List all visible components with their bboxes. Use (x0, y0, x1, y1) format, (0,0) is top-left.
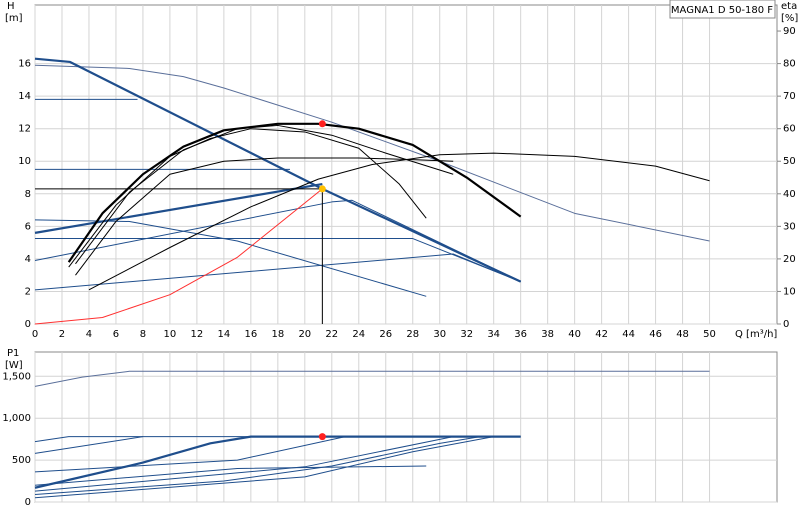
y2-tick-label: 40 (783, 189, 796, 200)
operating-point (318, 120, 326, 128)
x-tick-label: 32 (460, 329, 473, 340)
plot-area (34, 351, 778, 503)
x-tick-label: 0 (32, 329, 38, 340)
x-tick-label: 2 (59, 329, 65, 340)
y-tick-label: 8 (25, 189, 31, 200)
y-tick-label: 16 (18, 59, 31, 70)
y2-tick-label: 80 (783, 59, 796, 70)
x-tick-label: 46 (649, 329, 662, 340)
operating-point (318, 185, 326, 193)
plot-area (34, 4, 778, 325)
operating-point (318, 433, 326, 441)
y2-tick-label: 30 (783, 221, 796, 232)
x-tick-label: 28 (406, 329, 419, 340)
y2-tick-label: 0 (783, 319, 789, 330)
curve (34, 253, 521, 291)
y-tick-label: 12 (18, 124, 31, 135)
y-tick-label: 500 (12, 455, 31, 466)
y-tick-label: 10 (18, 156, 31, 167)
x-tick-label: 44 (622, 329, 635, 340)
curve (34, 465, 427, 486)
x-tick-label: 38 (541, 329, 554, 340)
y-axis-unit: [W] (5, 360, 23, 371)
x-tick-label: 48 (676, 329, 689, 340)
curve (34, 57, 522, 283)
y-tick-label: 4 (25, 254, 31, 265)
y-axis-unit: [m] (5, 13, 23, 24)
y-axis-label: H (7, 1, 15, 12)
x-tick-label: 22 (325, 329, 338, 340)
x-tick-label: 36 (514, 329, 527, 340)
curve (67, 122, 522, 263)
title-box (669, 0, 776, 19)
x-axis-label: Q [m³/h] (735, 329, 777, 340)
y-tick-label: 0 (25, 319, 31, 330)
chart-title: MAGNA1 D 50-180 F (671, 5, 773, 16)
curve (34, 370, 710, 387)
x-tick-label: 4 (86, 329, 92, 340)
x-tick-label: 16 (244, 329, 257, 340)
y-tick-label: 0 (25, 497, 31, 508)
y2-tick-label: 50 (783, 156, 796, 167)
y2-axis-unit: [%] (781, 13, 798, 24)
y2-tick-label: 60 (783, 124, 796, 135)
x-tick-label: 26 (379, 329, 392, 340)
curve (34, 436, 481, 495)
y-tick-label: 14 (18, 91, 31, 102)
curve (34, 182, 323, 234)
y2-tick-label: 20 (783, 254, 796, 265)
x-tick-label: 14 (218, 329, 231, 340)
y2-tick-label: 10 (783, 286, 796, 297)
x-tick-label: 20 (298, 329, 311, 340)
x-tick-label: 30 (433, 329, 446, 340)
y-tick-label: 6 (25, 221, 31, 232)
x-tick-label: 42 (595, 329, 608, 340)
curve (34, 436, 144, 454)
curve (34, 188, 323, 325)
curve (34, 436, 494, 499)
y-tick-label: 1,000 (2, 413, 31, 424)
x-tick-label: 24 (352, 329, 365, 340)
y-tick-label: 1,500 (2, 371, 31, 382)
curve (34, 436, 521, 443)
x-tick-label: 12 (191, 329, 204, 340)
x-tick-label: 34 (487, 329, 500, 340)
x-tick-label: 50 (703, 329, 716, 340)
x-tick-label: 10 (164, 329, 177, 340)
curve (34, 436, 346, 473)
x-tick-label: 6 (113, 329, 119, 340)
y-axis-label: P1 (7, 348, 19, 359)
x-tick-label: 40 (568, 329, 581, 340)
curve (75, 157, 454, 276)
y2-tick-label: 70 (783, 91, 796, 102)
y2-tick-label: 90 (783, 26, 796, 37)
y2-axis-label: eta (781, 1, 797, 12)
x-tick-label: 8 (140, 329, 146, 340)
curve (34, 199, 521, 283)
curve (34, 436, 454, 492)
x-tick-label: 18 (271, 329, 284, 340)
y-tick-label: 2 (25, 286, 31, 297)
curve (34, 64, 710, 242)
